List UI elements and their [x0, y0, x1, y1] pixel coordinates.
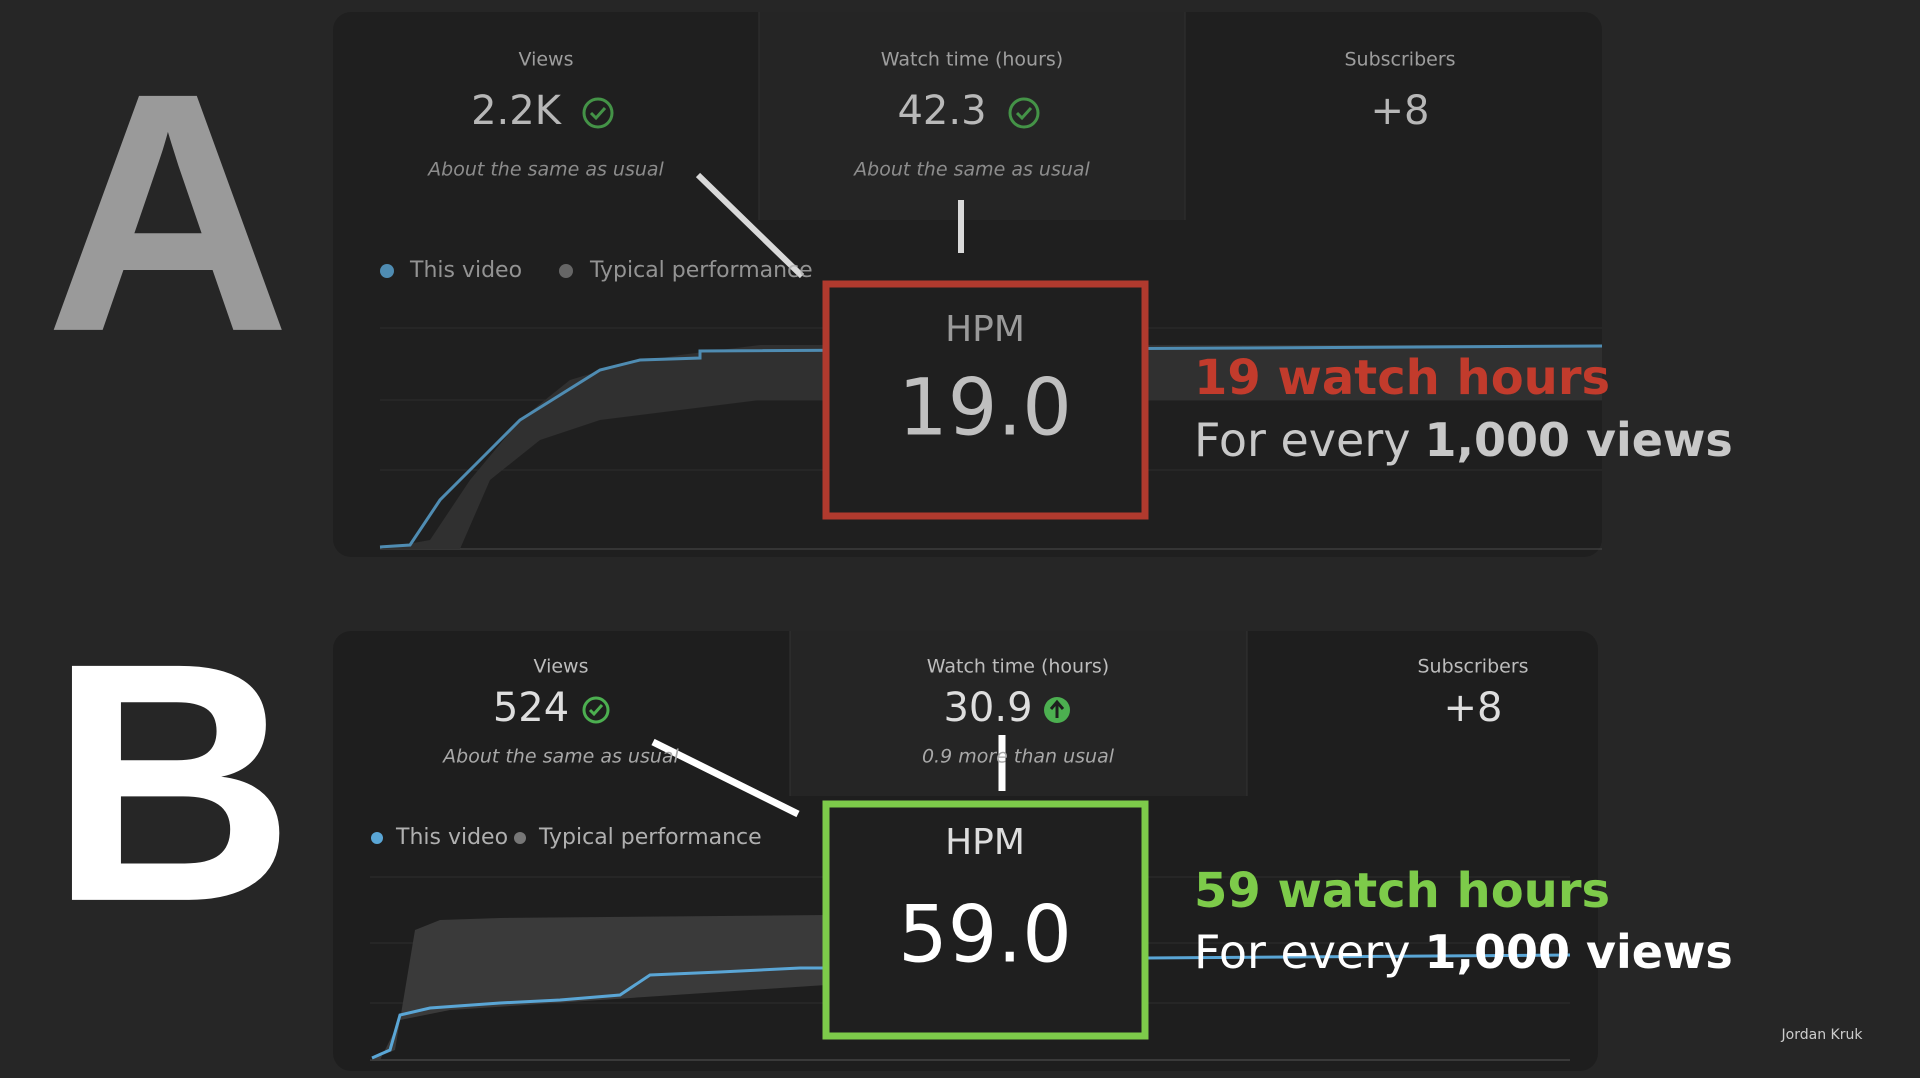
typical-band: [380, 345, 1602, 549]
check-icon: [589, 106, 607, 121]
metric-value: 30.9: [943, 685, 1032, 731]
up-icon: [1049, 699, 1065, 718]
legend-dot: [371, 832, 383, 844]
check-icon: [582, 696, 610, 724]
legend-dot: [514, 832, 526, 844]
hpm-box: [822, 800, 1149, 1040]
subline-bold: 1,000 views: [1424, 925, 1732, 979]
metric-note: 0.9 more than usual: [922, 746, 1115, 768]
check-icon: [1008, 97, 1040, 129]
headline: 59 watch hours: [1194, 863, 1610, 919]
texts: A Views 2.2K About the same as usual Watch t…: [45, 23, 1863, 1043]
panel-letter: B: [49, 593, 295, 973]
metric-value: +8: [1371, 88, 1430, 134]
check-icon: [1015, 106, 1033, 121]
metric-value: +8: [1444, 685, 1503, 731]
check-icon: [588, 704, 604, 717]
subline-start: For every: [1194, 413, 1410, 467]
metric-label: Views: [519, 49, 574, 71]
metric-box: [759, 12, 1185, 220]
this-video-line: [371, 953, 1571, 1060]
panel-letter: A: [45, 23, 291, 403]
legend-label: Typical performance: [589, 258, 813, 283]
hpm-label: HPM: [945, 309, 1025, 350]
metric-label: Watch time (hours): [881, 49, 1063, 71]
legend-dot: [380, 264, 394, 278]
this-video-line: [379, 344, 1603, 549]
footer: Jordan Kruk: [1781, 1027, 1864, 1043]
legend-dot: [559, 264, 573, 278]
metric-note: About the same as usual: [852, 159, 1090, 181]
legend-label: Typical performance: [538, 825, 762, 850]
subline-bold: 1,000 views: [1424, 413, 1732, 467]
metric-note: About the same as usual: [426, 159, 664, 181]
hpm-label: HPM: [945, 822, 1025, 863]
legend-label: This video: [395, 825, 508, 850]
hpm-value: 19.0: [898, 363, 1072, 453]
hpm-value: 59.0: [898, 890, 1072, 980]
metric-value: 524: [493, 685, 569, 731]
hpm-box: [822, 280, 1149, 520]
headline: 19 watch hours: [1194, 350, 1610, 406]
metric-box: [790, 631, 1247, 796]
metric-label: Subscribers: [1417, 656, 1528, 678]
metric-label: Watch time (hours): [927, 656, 1109, 678]
subline: For every 1,000 views: [1194, 413, 1733, 467]
typical-band: [370, 915, 826, 1060]
legend-label: This video: [409, 258, 522, 283]
metric-note: About the same as usual: [441, 746, 679, 768]
connector: [695, 172, 805, 279]
connector: [651, 738, 800, 818]
subline: For every 1,000 views: [1194, 925, 1733, 979]
check-icon: [582, 97, 614, 129]
metric-label: Views: [534, 656, 589, 678]
subline-start: For every: [1194, 925, 1410, 979]
metric-value: 42.3: [897, 88, 986, 134]
metric-value: 2.2K: [471, 88, 563, 134]
metric-label: Subscribers: [1344, 49, 1455, 71]
